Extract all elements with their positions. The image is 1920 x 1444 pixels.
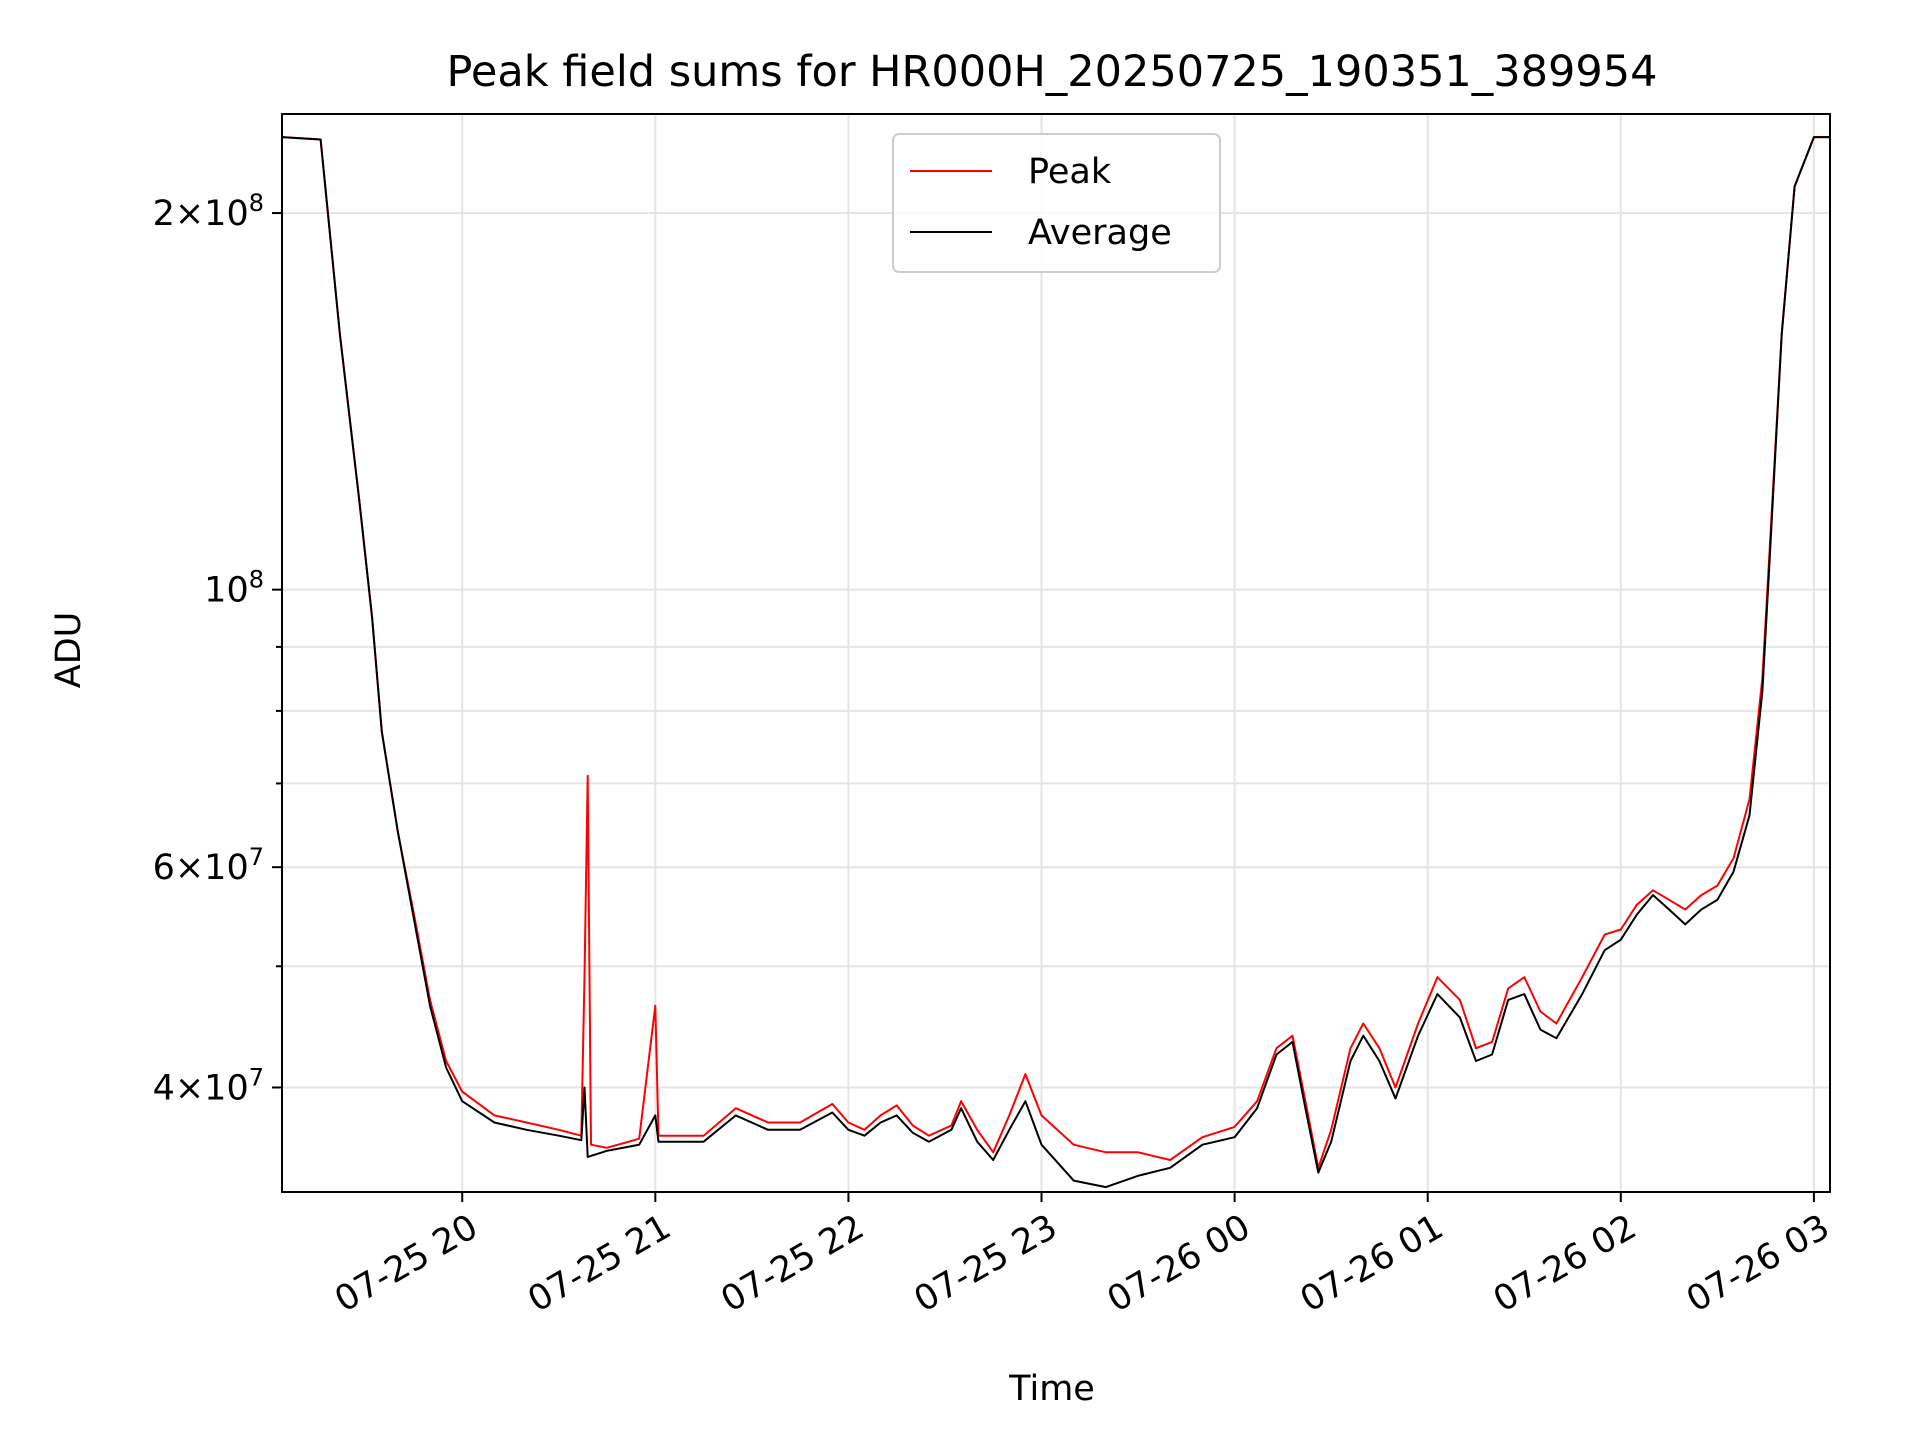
x-tick-label: 07-26 00 <box>1101 1207 1257 1320</box>
plot-frame <box>281 113 1831 1193</box>
x-tick-label: 07-26 03 <box>1680 1207 1836 1320</box>
grid <box>282 114 1830 1192</box>
legend-label-average: Average <box>1028 213 1172 253</box>
x-axis: 07-25 20 07-25 21 07-25 22 07-25 23 07-26 00… <box>328 1192 1836 1320</box>
legend-box <box>892 133 1221 273</box>
x-tick-label: 07-25 23 <box>908 1207 1064 1320</box>
y-axis: 2×108 108 6×107 4×107 <box>153 189 282 1108</box>
y-tick-label: 108 <box>204 566 264 611</box>
series-line-peak <box>281 136 1830 1169</box>
y-tick-label: 2×108 <box>153 189 264 234</box>
x-tick-label: 07-25 20 <box>328 1207 484 1320</box>
chart-title: Peak field sums for HR000H_20250725_1903… <box>447 47 1658 97</box>
x-tick-label: 07-25 21 <box>522 1207 678 1320</box>
x-axis-label: Time <box>1008 1369 1095 1409</box>
x-tick-label: 07-25 22 <box>715 1207 871 1320</box>
legend: Peak Average <box>892 133 1221 273</box>
y-tick-label: 4×107 <box>153 1063 264 1108</box>
legend-label-peak: Peak <box>1028 152 1112 192</box>
x-tick-label: 07-26 01 <box>1294 1207 1450 1320</box>
y-tick-label: 6×107 <box>153 843 264 888</box>
series-layer <box>281 136 1830 1189</box>
series-line-average <box>281 136 1830 1189</box>
y-axis-label: ADU <box>49 612 89 689</box>
x-tick-label: 07-26 02 <box>1487 1207 1643 1320</box>
